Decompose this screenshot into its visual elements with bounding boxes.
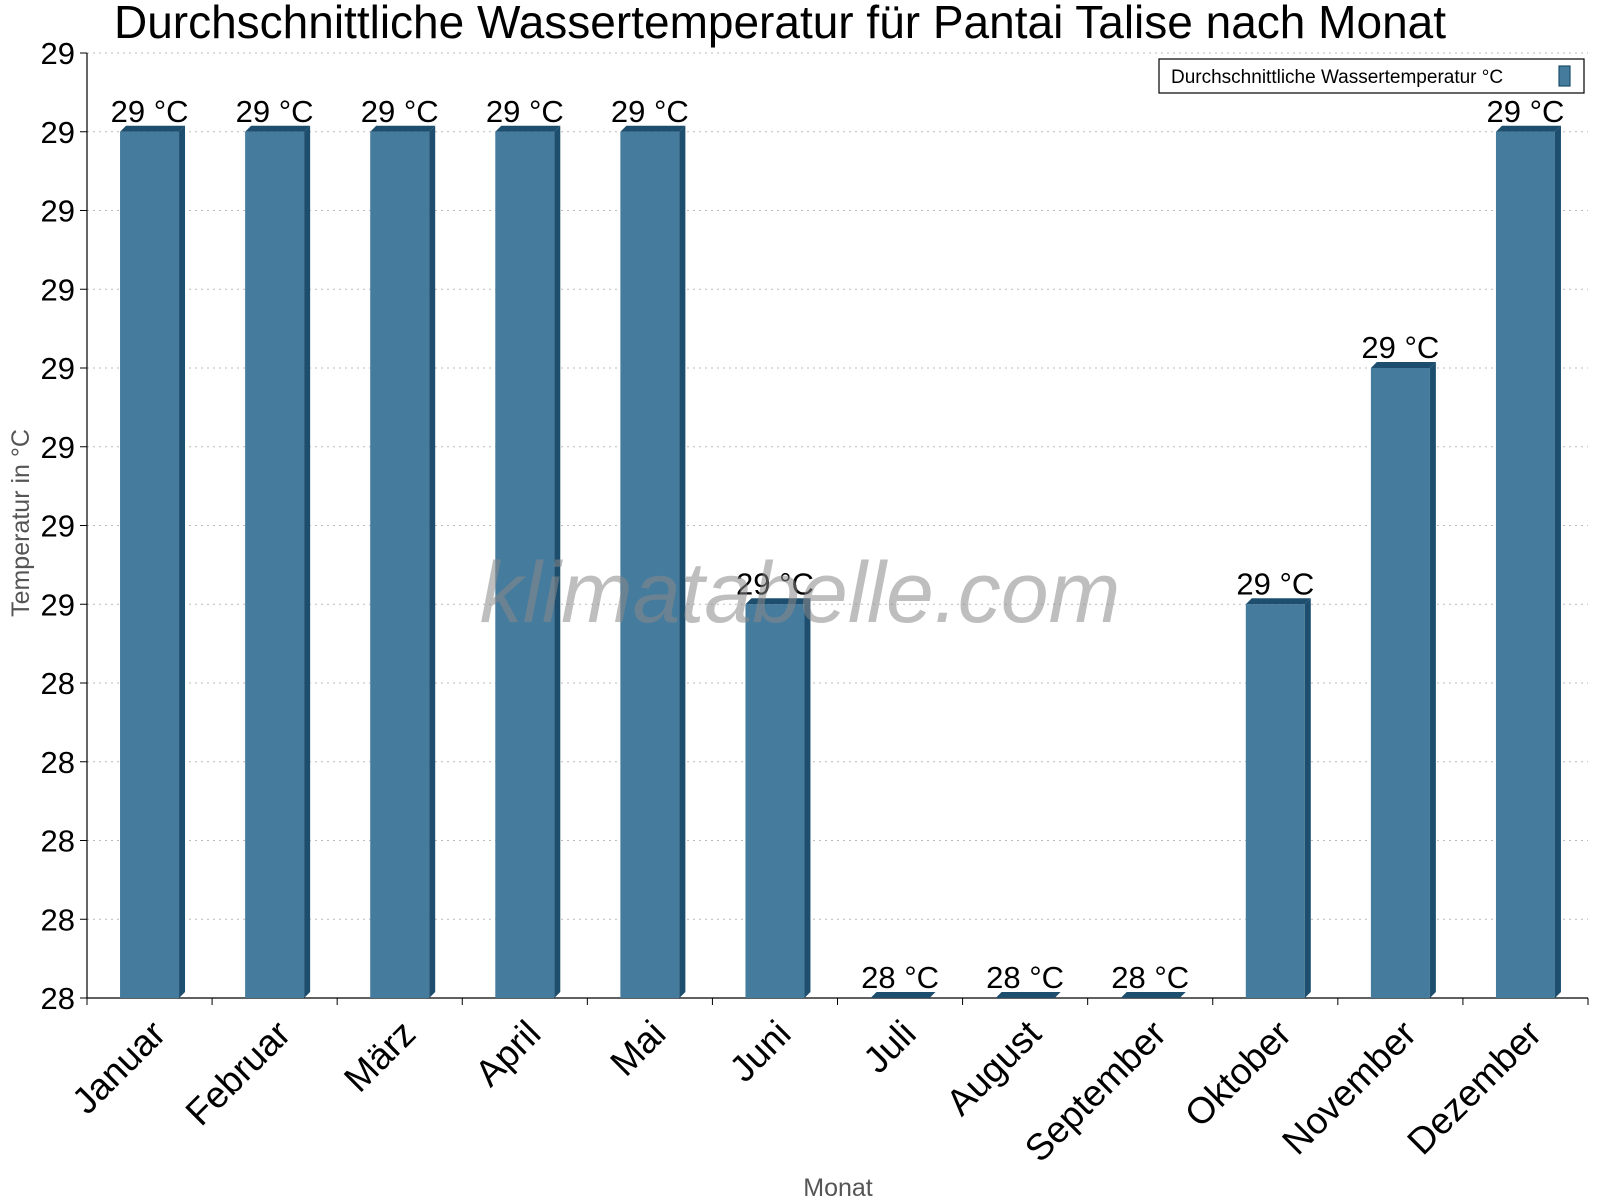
legend-label: Durchschnittliche Wassertemperatur °C xyxy=(1171,67,1503,88)
bar-top xyxy=(120,125,186,132)
bar-side xyxy=(1429,362,1436,998)
bar-top xyxy=(620,125,686,132)
data-label: 28 °C xyxy=(861,960,939,995)
bar xyxy=(495,131,555,998)
data-label: 29 °C xyxy=(736,566,814,601)
bar-side xyxy=(679,125,686,998)
y-tick-label: 29 xyxy=(41,509,75,544)
bar-side xyxy=(429,125,436,998)
bar-top xyxy=(1370,362,1436,368)
bar-top xyxy=(870,992,936,998)
bar xyxy=(1495,131,1555,998)
y-tick-label: 28 xyxy=(41,981,75,1016)
x-tick-label: August xyxy=(938,1012,1049,1123)
bars xyxy=(120,125,1561,998)
x-tick-label: November xyxy=(1274,1013,1424,1163)
legend-box xyxy=(1158,58,1585,94)
x-tick-label: Mai xyxy=(602,1013,673,1084)
bar-side xyxy=(1304,598,1311,998)
bar xyxy=(370,131,430,998)
bar-top xyxy=(1495,125,1561,132)
y-tick-label: 28 xyxy=(41,824,75,859)
y-tick-label: 29 xyxy=(41,115,75,150)
chart-title: Durchschnittliche Wassertemperatur für P… xyxy=(114,0,1446,48)
bar xyxy=(245,131,305,998)
bar-top xyxy=(495,125,561,132)
data-label: 29 °C xyxy=(111,94,189,129)
data-label: 28 °C xyxy=(1111,960,1189,995)
y-tick-label: 29 xyxy=(41,36,75,71)
x-tick-label: April xyxy=(467,1013,548,1094)
data-label: 29 °C xyxy=(611,94,689,129)
bar-top xyxy=(1120,992,1186,998)
bar-side xyxy=(554,125,561,998)
y-tick-label: 28 xyxy=(41,745,75,780)
y-tick-label: 29 xyxy=(41,194,75,229)
y-tick-label: 29 xyxy=(41,272,75,307)
x-tick-label: März xyxy=(336,1013,423,1100)
x-tick-label: Juli xyxy=(855,1013,923,1081)
y-tick-label: 29 xyxy=(41,430,75,465)
data-label: 29 °C xyxy=(236,94,314,129)
watermark: klimatabelle.com xyxy=(480,545,1120,641)
bar-top xyxy=(995,992,1061,998)
grid-lines xyxy=(87,52,1588,920)
legend: Durchschnittliche Wassertemperatur °C xyxy=(1158,58,1585,94)
bar-top xyxy=(745,598,811,605)
bar-top xyxy=(370,125,436,132)
x-tick-label: Januar xyxy=(64,1013,173,1122)
data-labels: 29 °C 29 °C 29 °C 29 °C 29 °C 29 °C 28 °C 28 °C… xyxy=(111,94,1565,995)
bar-side xyxy=(804,598,811,998)
y-tick-label: 28 xyxy=(41,666,75,701)
bar xyxy=(1245,604,1305,998)
bar-top xyxy=(245,125,311,132)
data-label: 29 °C xyxy=(1361,330,1439,365)
data-label: 29 °C xyxy=(1487,94,1565,129)
bar xyxy=(620,131,680,998)
data-label: 29 °C xyxy=(1236,566,1314,601)
y-tick-label: 29 xyxy=(41,351,75,386)
x-tick-label: Dezember xyxy=(1399,1013,1549,1163)
bar xyxy=(120,131,180,998)
x-axis-title: Monat xyxy=(803,1174,873,1200)
data-label: 29 °C xyxy=(361,94,439,129)
bar-top xyxy=(1245,598,1311,605)
bar-side xyxy=(179,125,186,998)
bar xyxy=(1370,368,1430,998)
bar xyxy=(745,604,805,998)
legend-swatch xyxy=(1558,65,1571,87)
y-tick-label: 29 xyxy=(41,587,75,622)
data-label: 28 °C xyxy=(986,960,1064,995)
x-tick-label: Juni xyxy=(722,1013,799,1090)
y-axis-title: Temperatur in °C xyxy=(7,429,35,617)
y-tick-label: 28 xyxy=(41,902,75,937)
x-tick-label: Februar xyxy=(178,1013,299,1134)
bar-side xyxy=(304,125,311,998)
data-label: 29 °C xyxy=(486,94,564,129)
bar-side xyxy=(1554,125,1561,998)
x-tick-label: Oktober xyxy=(1177,1013,1299,1135)
